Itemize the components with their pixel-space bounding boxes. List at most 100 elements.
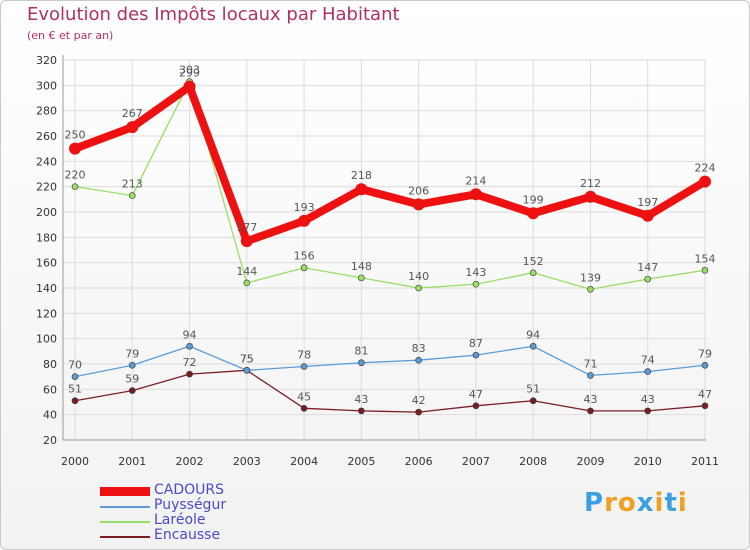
data-point-cadours — [527, 207, 540, 220]
legend-label: Puysségur — [154, 497, 227, 513]
data-point-cadours — [355, 183, 368, 196]
y-tick-label: 100 — [36, 333, 57, 346]
data-point-encausse — [71, 397, 79, 405]
series-line-encausse — [74, 369, 706, 413]
data-label-lareole: 303 — [179, 64, 200, 77]
x-tick-label: 2001 — [118, 455, 146, 468]
data-point-puyssegur — [300, 363, 308, 370]
data-point-puyssegur — [243, 367, 251, 374]
x-tick-label: 2000 — [61, 455, 89, 468]
x-tick-label: 2006 — [405, 455, 433, 468]
data-label-cadours: 197 — [637, 196, 658, 209]
data-point-encausse — [358, 407, 365, 415]
data-label-puyssegur: 79 — [698, 347, 712, 360]
logo-letter: t — [664, 488, 678, 518]
y-tick-label: 200 — [36, 206, 57, 219]
data-label-encausse: 59 — [125, 373, 139, 386]
data-label-encausse: 45 — [297, 390, 311, 403]
y-tick-label: 80 — [43, 358, 57, 371]
data-label-cadours: 250 — [65, 129, 86, 142]
data-label-encausse: 47 — [469, 388, 483, 401]
y-tick-label: 300 — [36, 79, 57, 92]
data-label-puyssegur: 83 — [412, 342, 426, 355]
data-label-encausse: 43 — [354, 393, 368, 406]
data-point-puyssegur — [186, 342, 193, 350]
data-point-lareole — [701, 266, 709, 274]
data-label-puyssegur: 94 — [526, 328, 540, 341]
legend-swatch — [100, 487, 150, 496]
data-label-encausse: 43 — [583, 393, 597, 406]
data-label-puyssegur: 78 — [297, 349, 311, 362]
data-label-cadours: 193 — [294, 201, 315, 214]
x-tick-label: 2005 — [347, 455, 375, 468]
data-point-lareole — [243, 279, 251, 287]
data-point-lareole — [128, 192, 136, 199]
data-point-encausse — [128, 387, 136, 394]
chart-title: Evolution des Impôts locaux par Habitant — [27, 4, 400, 25]
data-point-puyssegur — [472, 351, 480, 359]
data-label-puyssegur: 70 — [68, 359, 82, 372]
logo-letter: i — [654, 488, 665, 518]
chart-subtitle: (en € et par an) — [27, 29, 114, 42]
data-point-lareole — [415, 284, 422, 292]
data-label-cadours: 212 — [580, 177, 601, 190]
data-label-lareole: 143 — [465, 266, 486, 279]
y-tick-label: 140 — [36, 282, 57, 295]
data-point-cadours — [240, 235, 253, 248]
data-point-cadours — [699, 175, 711, 188]
data-label-lareole: 213 — [122, 178, 143, 191]
data-label-puyssegur: 71 — [583, 357, 597, 370]
logo-letter: o — [617, 488, 637, 518]
data-label-cadours: 214 — [465, 174, 486, 187]
data-label-puyssegur: 81 — [354, 345, 368, 358]
data-label-encausse: 51 — [526, 383, 540, 396]
y-tick-label: 260 — [36, 130, 57, 143]
data-point-cadours — [641, 209, 654, 222]
data-point-lareole — [644, 275, 652, 283]
data-label-puyssegur: 74 — [641, 354, 655, 367]
data-label-encausse: 47 — [698, 388, 712, 401]
data-point-encausse — [415, 408, 422, 416]
data-point-lareole — [587, 285, 594, 293]
data-point-puyssegur — [701, 361, 709, 369]
data-point-encausse — [186, 370, 193, 378]
data-label-lareole: 156 — [294, 250, 315, 263]
data-point-lareole — [472, 280, 480, 288]
data-label-cadours: 199 — [523, 193, 544, 206]
data-label-lareole: 147 — [637, 261, 658, 274]
data-label-puyssegur: 94 — [183, 328, 197, 341]
data-label-cadours: 177 — [236, 221, 257, 234]
logo-letter: x — [636, 488, 655, 518]
data-label-encausse: 51 — [68, 383, 82, 396]
data-label-cadours: 224 — [695, 162, 716, 175]
logo-letter: r — [604, 488, 618, 518]
data-label-cadours: 299 — [179, 67, 200, 80]
data-label-cadours: 267 — [122, 107, 143, 120]
x-tick-label: 2003 — [233, 455, 261, 468]
data-label-lareole: 152 — [523, 255, 544, 268]
data-label-encausse: 72 — [183, 356, 197, 369]
y-tick-label: 320 — [36, 54, 57, 67]
data-label-encausse: 43 — [641, 393, 655, 406]
data-point-puyssegur — [358, 359, 365, 367]
legend-label: Encausse — [154, 527, 221, 543]
data-point-encausse — [300, 405, 308, 412]
series-line-cadours — [71, 82, 709, 246]
data-label-puyssegur: 87 — [469, 337, 483, 350]
legend-label: Laréole — [154, 512, 206, 528]
legend-swatch — [100, 506, 150, 508]
data-point-lareole — [358, 274, 365, 282]
data-point-puyssegur — [415, 356, 422, 364]
x-tick-label: 2010 — [634, 455, 662, 468]
data-point-cadours — [298, 214, 311, 227]
data-point-lareole — [71, 183, 79, 190]
data-point-cadours — [412, 198, 425, 211]
data-point-encausse — [472, 402, 480, 410]
x-tick-label: 2008 — [519, 455, 547, 468]
legend-label: CADOURS — [154, 482, 225, 498]
data-point-puyssegur — [587, 372, 594, 379]
data-label-cadours: 206 — [408, 184, 429, 197]
y-tick-label: 280 — [36, 105, 57, 118]
